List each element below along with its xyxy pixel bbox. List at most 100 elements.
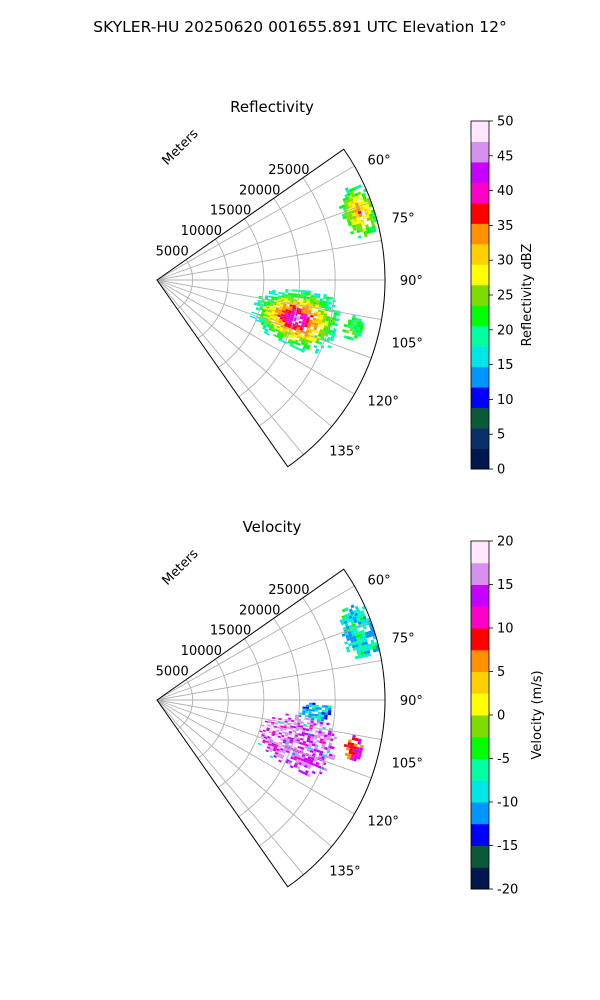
velocity-title: Velocity: [243, 518, 302, 536]
echo-cell: [312, 317, 317, 321]
echo-cell: [326, 296, 330, 300]
echo-cell: [268, 721, 272, 724]
echo-cell: [294, 332, 299, 336]
echo-cell: [317, 733, 322, 736]
echo-cell: [342, 197, 347, 202]
echo-cell: [351, 632, 356, 637]
echo-cell: [279, 306, 283, 309]
echo-cell: [275, 729, 280, 733]
echo-cell: [273, 736, 278, 739]
echo-cell: [269, 326, 273, 330]
echo-cell: [268, 732, 272, 736]
echo-cell: [282, 327, 287, 331]
colorbar-segment: [471, 736, 489, 759]
echo-cell: [333, 314, 337, 319]
colorbar-tick-label: 10: [497, 622, 514, 637]
echo-cell: [281, 310, 286, 313]
echo-cell: [266, 727, 270, 730]
echo-cell: [292, 327, 297, 331]
echo-cell: [313, 718, 318, 722]
echo-cell: [274, 298, 278, 301]
echo-cell: [316, 767, 321, 771]
echo-cell: [344, 187, 349, 192]
range-tick-label: 20000: [239, 603, 280, 618]
echo-cell: [258, 318, 263, 322]
echo-cell: [268, 749, 273, 753]
azimuth-gridline: [156, 279, 304, 455]
echo-cell: [272, 291, 276, 294]
echo-cell: [342, 206, 347, 211]
echo-cell: [342, 617, 347, 622]
echo-cell: [272, 316, 277, 320]
echo-cell: [298, 762, 302, 766]
echo-cell: [321, 305, 326, 309]
echo-cell: [305, 320, 309, 324]
echo-cell: [283, 324, 288, 328]
echo-cell: [309, 338, 314, 342]
echo-cell: [351, 212, 356, 217]
echo-cell: [306, 298, 310, 302]
echo-cell: [318, 321, 322, 325]
echo-cell: [325, 303, 329, 307]
echo-cell: [303, 747, 308, 751]
azimuth-gridline: [156, 201, 372, 281]
echo-cell: [310, 297, 314, 300]
echo-cell: [279, 304, 284, 307]
echo-cell: [315, 340, 320, 344]
echo-cell: [309, 328, 314, 332]
echo-cell: [303, 313, 308, 317]
echo-cell: [299, 760, 303, 764]
echo-cell: [288, 309, 292, 313]
echo-cell: [356, 207, 361, 212]
colorbar-tick-label: 40: [497, 184, 514, 199]
echo-cell: [358, 750, 363, 755]
echo-cell: [275, 327, 280, 331]
echo-cell: [266, 303, 271, 306]
echo-cell: [302, 319, 306, 323]
echo-cell: [301, 763, 305, 767]
echo-cell: [358, 633, 363, 638]
echo-cell: [256, 307, 260, 310]
echo-cell: [352, 328, 357, 333]
echo-cell: [347, 211, 352, 215]
colorbar-segment: [471, 562, 489, 585]
echo-cell: [267, 736, 271, 739]
echo-cell: [303, 757, 308, 761]
echo-cell: [306, 737, 311, 741]
echo-cell: [347, 220, 352, 224]
echo-cell: [263, 304, 267, 307]
echo-cell: [265, 328, 269, 332]
echo-cell: [298, 769, 302, 773]
echo-cell: [262, 325, 267, 329]
colorbar-segment: [471, 141, 489, 163]
echo-cell: [360, 610, 365, 615]
echo-cell: [348, 624, 353, 629]
echo-cell: [261, 732, 266, 735]
echo-cell: [312, 304, 316, 307]
echo-cell: [305, 704, 309, 707]
echo-cell: [312, 704, 316, 708]
echo-cell: [348, 615, 353, 620]
echo-cell: [356, 756, 361, 760]
echo-cell: [277, 338, 282, 342]
echo-cell: [288, 292, 292, 296]
velocity-colorbar-label: Velocity (m/s): [530, 670, 545, 759]
echo-cell: [318, 755, 322, 759]
echo-cell: [314, 350, 319, 355]
echo-cell: [348, 204, 353, 209]
echo-cell: [368, 633, 373, 638]
echo-cell: [255, 308, 259, 311]
echo-cell: [277, 298, 281, 301]
echo-cell: [298, 348, 302, 352]
echo-cell: [269, 304, 274, 307]
echo-cell: [263, 726, 267, 729]
echo-cell: [298, 338, 303, 342]
echo-cell: [270, 314, 274, 317]
echo-cell: [327, 710, 332, 713]
echo-cell: [294, 321, 299, 325]
echo-cell: [283, 737, 288, 741]
echo-cell: [315, 730, 319, 734]
echo-cell: [344, 203, 349, 207]
echo-cell: [351, 222, 355, 226]
